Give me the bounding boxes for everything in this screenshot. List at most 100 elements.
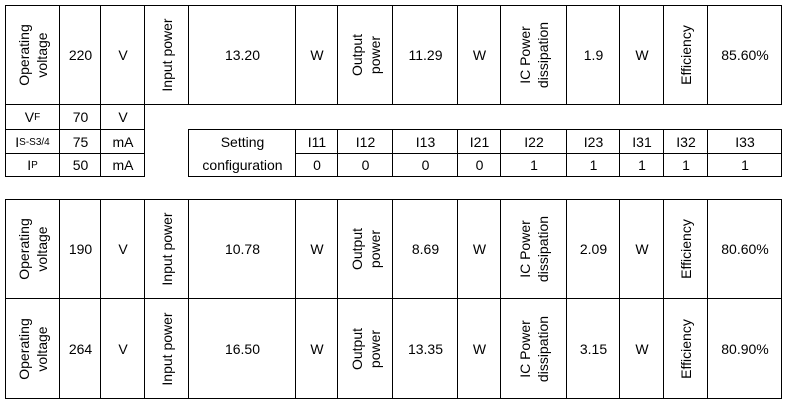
efficiency-label: Efficiency — [678, 25, 694, 85]
param-iss-unit: mA — [112, 133, 134, 150]
ic-dissipation-line1: IC Power — [517, 26, 533, 84]
voltage-unit: V — [118, 240, 128, 257]
param-subscript: P — [31, 160, 38, 171]
param-iss-value: 75 — [72, 133, 89, 150]
setting-value: 1 — [741, 157, 749, 173]
operating-voltage-header: Operating voltage — [5, 199, 60, 299]
output-power-line2: power — [366, 229, 383, 269]
output-power-unit: W — [472, 240, 487, 257]
voltage-value: 190 — [68, 240, 93, 257]
param-vf-value: 70 — [72, 109, 89, 125]
setting-value: 0 — [421, 157, 430, 173]
voltage-value: 220 — [68, 46, 93, 63]
ic-dissipation-value: 1.9 — [583, 46, 604, 63]
setting-header: I31 — [632, 133, 652, 150]
input-power-header: Input power — [145, 199, 189, 299]
ic-dissipation-line2: dissipation — [535, 21, 551, 89]
efficiency-header: Efficiency — [664, 5, 708, 105]
voltage-unit: V — [118, 340, 128, 357]
output-power-line1: Output — [348, 227, 365, 271]
output-power-header: Output power — [338, 299, 393, 399]
output-power-header: Output power — [338, 199, 393, 299]
output-power-unit: W — [472, 46, 487, 63]
efficiency-label: Efficiency — [678, 319, 694, 379]
efficiency-value: 85.60% — [721, 46, 769, 63]
param-ip-value: 50 — [72, 157, 89, 173]
operating-voltage-line1: Operating — [15, 24, 32, 86]
output-power-header: Output power — [338, 5, 393, 105]
setting-header: I13 — [415, 133, 436, 150]
efficiency-label: Efficiency — [678, 219, 694, 279]
input-power-unit: W — [310, 240, 324, 257]
input-power-unit: W — [310, 340, 324, 357]
voltage-value: 264 — [68, 340, 93, 357]
param-iss-symbol: I S-S3/4 — [5, 130, 60, 154]
operating-voltage-line1: Operating — [15, 318, 32, 380]
ic-dissipation-header: IC Power dissipation — [501, 199, 567, 299]
input-power-label: Input power — [159, 18, 175, 92]
setting-label-line1: Setting — [220, 133, 265, 150]
setting-value: 0 — [313, 157, 321, 173]
input-power-value: 13.20 — [224, 46, 261, 63]
ic-dissipation-unit: W — [635, 340, 649, 357]
setting-header: I11 — [307, 133, 327, 150]
ic-dissipation-unit: W — [635, 240, 649, 257]
output-power-line2: power — [366, 329, 383, 369]
operating-voltage-line1: Operating — [15, 218, 32, 280]
ic-dissipation-line1: IC Power — [517, 320, 533, 378]
input-power-header: Input power — [145, 5, 189, 105]
setting-header: I22 — [524, 133, 544, 150]
efficiency-value: 80.60% — [721, 240, 769, 257]
operating-voltage-line2: voltage — [33, 326, 50, 372]
efficiency-header: Efficiency — [664, 199, 708, 299]
operating-voltage-header: Operating voltage — [5, 299, 60, 399]
efficiency-value: 80.90% — [721, 340, 769, 357]
ic-dissipation-header: IC Power dissipation — [501, 299, 567, 399]
setting-header: I23 — [583, 133, 604, 150]
setting-value: 0 — [475, 157, 484, 173]
setting-value: 1 — [682, 157, 690, 173]
ic-dissipation-value: 3.15 — [579, 340, 608, 357]
setting-header: I21 — [469, 133, 490, 150]
setting-value: 1 — [589, 157, 598, 173]
setting-header: I32 — [676, 133, 696, 150]
setting-value: 0 — [361, 157, 370, 173]
output-power-line2: power — [366, 35, 383, 75]
ic-dissipation-line2: dissipation — [535, 215, 551, 283]
output-power-value: 8.69 — [411, 240, 440, 257]
param-subscript: S-S3/4 — [19, 136, 50, 148]
efficiency-header: Efficiency — [664, 299, 708, 399]
param-ip-unit: mA — [112, 157, 134, 173]
ic-dissipation-unit: W — [635, 46, 649, 63]
setting-header: I33 — [735, 133, 755, 150]
output-power-unit: W — [472, 340, 487, 357]
output-power-line1: Output — [348, 33, 365, 77]
operating-voltage-header: Operating voltage — [5, 5, 60, 105]
output-power-value: 11.29 — [408, 46, 443, 63]
param-subscript: F — [34, 112, 41, 123]
setting-value: 1 — [530, 157, 538, 173]
param-vf-unit: V — [118, 109, 128, 125]
param-symbol: I — [15, 133, 20, 150]
setting-value: 1 — [638, 157, 646, 173]
param-symbol: V — [24, 109, 35, 125]
voltage-unit: V — [118, 46, 128, 63]
input-power-unit: W — [310, 46, 324, 63]
ic-dissipation-line1: IC Power — [517, 220, 533, 278]
output-power-value: 13.35 — [407, 340, 444, 357]
operating-voltage-line2: voltage — [33, 226, 50, 272]
setting-label-line2: configuration — [202, 157, 283, 173]
input-power-label: Input power — [159, 312, 175, 386]
input-power-value: 10.78 — [224, 240, 261, 257]
ic-dissipation-header: IC Power dissipation — [501, 5, 567, 105]
ic-dissipation-line2: dissipation — [535, 315, 551, 383]
setting-header: I12 — [355, 133, 376, 150]
operating-voltage-line2: voltage — [33, 32, 50, 78]
input-power-value: 16.50 — [224, 340, 261, 357]
input-power-label: Input power — [159, 212, 175, 286]
output-power-line1: Output — [348, 327, 365, 371]
input-power-header: Input power — [145, 299, 189, 399]
